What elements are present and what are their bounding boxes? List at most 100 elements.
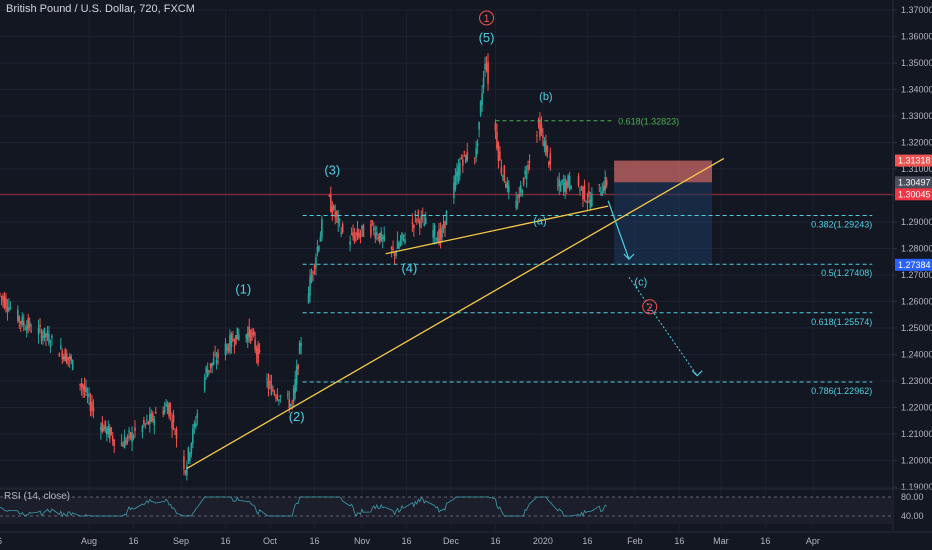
candle-body: [564, 178, 566, 192]
candle-body: [150, 413, 153, 422]
candle-body: [215, 360, 218, 364]
candle-body: [313, 265, 316, 270]
candle-body: [506, 181, 509, 188]
price-tick-label: 1.21000: [901, 429, 932, 439]
candle-body: [8, 307, 10, 311]
circled-wave-marker: [642, 299, 658, 315]
candle-body: [445, 211, 448, 225]
candle-body: [17, 309, 19, 321]
candle-body: [466, 151, 469, 161]
candle-body: [248, 326, 251, 337]
candle-body: [494, 122, 497, 132]
candle-body: [101, 422, 104, 432]
candle-body: [338, 219, 341, 221]
candle-body: [273, 391, 276, 395]
candle-body: [125, 440, 127, 444]
candle-body: [5, 298, 7, 309]
arrow-head: [691, 370, 703, 377]
candle-body: [335, 211, 338, 217]
candle-body: [528, 160, 531, 162]
fib-level-label: 0.786(1.22962): [811, 386, 872, 396]
candle-body: [163, 407, 166, 413]
candle-body: [371, 220, 374, 224]
candle-body: [340, 232, 342, 234]
candle-body: [169, 411, 172, 413]
candle-body: [497, 142, 500, 161]
candle-body: [439, 228, 442, 241]
price-tick-label: 1.32000: [901, 138, 932, 148]
candle-body: [561, 179, 564, 183]
candle-body: [337, 216, 340, 223]
candle-body: [567, 175, 569, 186]
candle-body: [331, 206, 334, 215]
candle-body: [457, 165, 460, 182]
candle-body: [424, 217, 427, 224]
candle-body: [123, 437, 126, 449]
candle-body: [83, 385, 86, 392]
candle-body: [276, 394, 279, 400]
candle-body: [187, 447, 190, 461]
candle-body: [206, 369, 209, 377]
candle-body: [414, 213, 417, 216]
candle-body: [227, 348, 230, 352]
candle-body: [294, 379, 296, 393]
candle-body: [196, 413, 199, 418]
rsi-level-label: 40.00: [901, 511, 924, 521]
candle-body: [144, 423, 147, 426]
candle-body: [401, 232, 403, 240]
candle-body: [496, 131, 498, 149]
candle-body: [444, 220, 446, 229]
candle-body: [442, 224, 445, 228]
candle-body: [459, 162, 461, 176]
candle-body: [432, 230, 434, 238]
wave-label: (1): [235, 282, 251, 297]
candle-body: [377, 237, 380, 239]
candle-body: [79, 383, 81, 386]
candle-body: [193, 423, 196, 428]
candle-body: [307, 293, 310, 303]
candle-body: [51, 336, 53, 338]
candle-body: [601, 191, 604, 196]
candle-body: [396, 240, 399, 249]
candle-body: [586, 201, 589, 203]
candle-body: [272, 389, 274, 391]
candle-body: [42, 335, 44, 338]
candle-body: [278, 399, 280, 401]
projection-arrow-c: [607, 200, 630, 260]
candle-body: [143, 419, 145, 425]
candle-body: [235, 335, 237, 344]
candle-body: [236, 327, 239, 340]
candle-body: [438, 229, 440, 244]
candle-body: [286, 394, 289, 396]
candle-body: [423, 223, 426, 227]
candle-body: [411, 222, 414, 224]
candle-body: [527, 165, 529, 171]
candle-body: [279, 395, 282, 398]
candle-body: [174, 433, 176, 435]
candle-body: [60, 345, 62, 349]
fib-level-label: 0.618(1.32823): [618, 117, 679, 127]
candle-body: [402, 234, 405, 236]
candle-body: [288, 399, 291, 409]
candle-body: [122, 444, 124, 447]
candle-body: [205, 367, 207, 373]
candle-body: [291, 401, 294, 403]
candle-body: [48, 334, 50, 344]
candle-body: [588, 190, 590, 197]
candle-body: [475, 148, 477, 158]
candle-body: [352, 231, 354, 237]
candle-body: [217, 352, 219, 358]
time-tick-label: 16: [674, 536, 684, 546]
take-profit-zone: [614, 182, 713, 265]
price-tag-label: 1.27384: [898, 260, 931, 270]
candle-body: [64, 349, 67, 362]
candle-body: [232, 338, 234, 342]
price-tick-label: 1.19000: [901, 482, 932, 492]
candle-body: [295, 366, 298, 385]
candle-body: [460, 157, 463, 159]
candle-body: [3, 296, 6, 308]
price-tick-label: 1.29000: [901, 217, 932, 227]
candle-body: [362, 224, 365, 237]
candle-body: [358, 232, 360, 238]
